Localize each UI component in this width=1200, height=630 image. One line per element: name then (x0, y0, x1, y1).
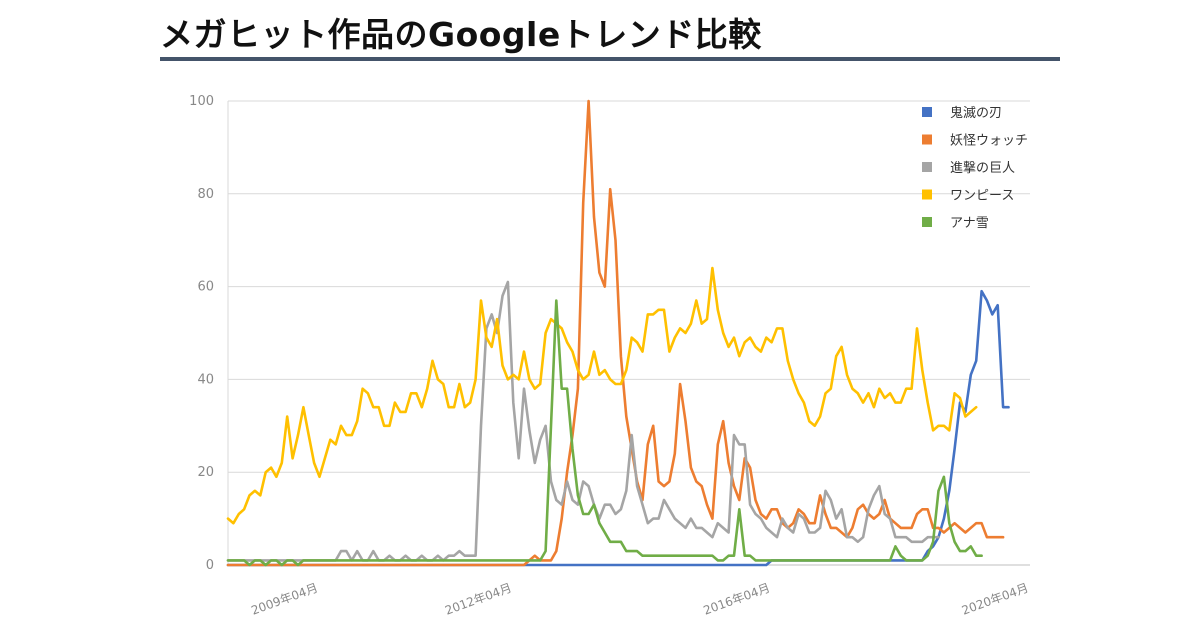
legend-swatch (922, 162, 932, 172)
series-line-4 (226, 299, 983, 567)
x-tick-label: 2020年04月 (960, 581, 1030, 618)
legend-label: 妖怪ウォッチ (950, 134, 1028, 149)
legend-label: ワンピース (950, 189, 1014, 204)
title-underline (160, 57, 1060, 61)
legend-label: アナ雪 (950, 216, 989, 231)
y-tick-label: 80 (197, 187, 214, 202)
gridlines (228, 100, 1030, 566)
x-tick-label: 2012年04月 (443, 581, 513, 618)
series-line-2 (226, 280, 940, 562)
y-tick-label: 20 (197, 465, 214, 480)
y-tick-label: 100 (189, 94, 214, 109)
legend-swatch (922, 189, 932, 200)
y-tick-label: 0 (206, 558, 214, 573)
page-title: メガヒット作品のGoogleトレンド比較 (160, 15, 762, 54)
series-lines (226, 99, 1010, 567)
legend-label: 進撃の巨人 (950, 160, 1015, 176)
x-tick-label: 2016年04月 (702, 581, 772, 618)
x-tick-label: 2009年04月 (249, 581, 319, 618)
legend-swatch (922, 217, 932, 227)
legend-swatch (922, 134, 932, 145)
series-line-1 (226, 99, 1005, 567)
y-tick-label: 60 (197, 280, 214, 295)
legend-swatch (922, 107, 932, 117)
series-line-3 (226, 266, 978, 525)
legend-label: 鬼滅の刃 (950, 105, 1002, 121)
y-tick-label: 40 (197, 372, 214, 387)
